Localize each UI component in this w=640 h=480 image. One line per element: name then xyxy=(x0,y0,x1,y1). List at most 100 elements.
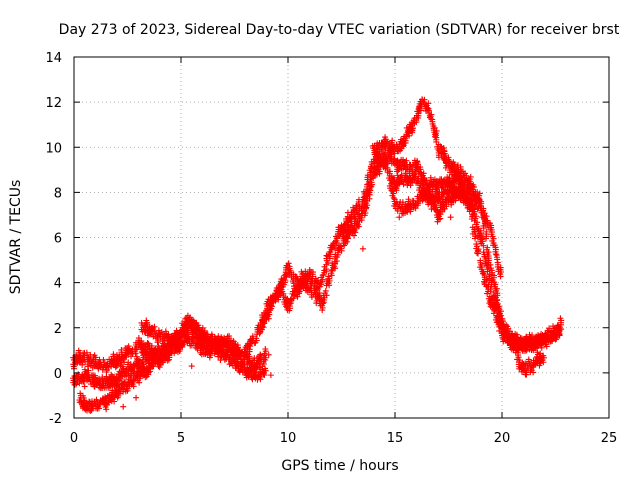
y-tick-label: 0 xyxy=(54,367,62,382)
data-point xyxy=(370,175,377,182)
series-track-d xyxy=(138,317,243,359)
data-point xyxy=(176,348,183,355)
data-point xyxy=(413,119,420,126)
data-point xyxy=(108,363,115,370)
data-point xyxy=(355,223,362,230)
data-point xyxy=(277,292,284,299)
outlier-point xyxy=(359,245,366,252)
outlier-point xyxy=(267,372,274,379)
outlier-point xyxy=(257,329,264,336)
data-point xyxy=(155,363,162,370)
data-point xyxy=(460,199,467,206)
y-tick-label: 14 xyxy=(45,51,62,66)
data-point xyxy=(496,310,503,317)
data-point xyxy=(535,342,542,349)
data-point xyxy=(323,292,330,299)
data-point xyxy=(256,330,263,337)
outlier-point xyxy=(216,347,223,354)
data-point xyxy=(416,198,423,205)
data-point xyxy=(543,343,550,350)
data-point xyxy=(287,300,294,307)
data-point xyxy=(319,307,326,314)
data-point xyxy=(105,399,112,406)
data-point xyxy=(472,235,479,242)
y-axis-label: SDTVAR / TECUs xyxy=(8,180,24,295)
data-point xyxy=(499,322,506,329)
data-point xyxy=(136,375,143,382)
data-point xyxy=(252,339,259,346)
data-point xyxy=(243,352,250,359)
y-tick-label: 10 xyxy=(45,141,62,156)
data-point xyxy=(409,179,416,186)
data-point xyxy=(328,272,335,279)
data-point xyxy=(262,357,269,364)
data-point xyxy=(368,183,375,190)
data-point xyxy=(97,401,104,408)
data-point xyxy=(318,281,325,288)
grid-lines xyxy=(74,57,609,418)
data-point xyxy=(376,150,383,157)
data-point xyxy=(169,342,176,349)
data-point xyxy=(341,242,348,249)
data-point xyxy=(540,359,547,366)
data-point xyxy=(434,218,441,225)
data-point xyxy=(523,371,530,378)
data-point xyxy=(84,363,91,370)
data-point xyxy=(166,356,173,363)
data-point xyxy=(80,378,87,385)
data-point xyxy=(174,341,181,348)
data-point xyxy=(332,260,339,267)
outlier-point xyxy=(323,252,330,259)
data-point xyxy=(246,348,253,355)
data-point xyxy=(530,347,537,354)
data-point xyxy=(366,191,373,198)
data-point xyxy=(530,369,537,376)
outlier-point xyxy=(265,315,272,322)
data-point xyxy=(323,268,330,275)
data-point xyxy=(483,235,490,242)
data-point xyxy=(402,139,409,146)
data-point xyxy=(494,296,501,303)
data-point xyxy=(95,405,102,412)
data-point xyxy=(414,202,421,209)
outlier-point xyxy=(344,209,351,216)
data-point xyxy=(124,387,131,394)
data-point xyxy=(443,203,450,210)
data-point xyxy=(497,273,504,280)
outlier-point xyxy=(513,347,520,354)
data-point xyxy=(275,296,282,303)
data-point xyxy=(160,340,167,347)
data-point xyxy=(556,332,563,339)
data-point xyxy=(352,229,359,236)
data-point xyxy=(409,129,416,136)
data-point xyxy=(398,145,405,152)
outlier-point xyxy=(81,383,88,390)
data-point xyxy=(487,288,494,295)
data-point xyxy=(415,114,422,121)
data-point xyxy=(452,197,459,204)
data-point xyxy=(103,367,110,374)
data-point xyxy=(286,307,293,314)
data-point xyxy=(79,361,86,368)
data-point xyxy=(147,368,154,375)
data-point xyxy=(338,247,345,254)
series-track-f xyxy=(259,156,547,378)
data-point xyxy=(376,170,383,177)
x-tick-label: 15 xyxy=(387,431,404,446)
data-point xyxy=(320,271,327,278)
data-point xyxy=(332,265,339,272)
outlier-point xyxy=(396,214,403,221)
data-point xyxy=(424,106,431,113)
data-point xyxy=(164,357,171,364)
outlier-point xyxy=(265,351,272,358)
data-point xyxy=(407,208,414,215)
data-point xyxy=(508,346,515,353)
data-point xyxy=(553,336,560,343)
data-point xyxy=(260,323,267,330)
data-point xyxy=(320,299,327,306)
series-track-c xyxy=(76,339,183,414)
outlier-point xyxy=(227,349,234,356)
x-tick-label: 20 xyxy=(494,431,511,446)
data-point xyxy=(351,232,358,239)
data-point xyxy=(358,217,365,224)
